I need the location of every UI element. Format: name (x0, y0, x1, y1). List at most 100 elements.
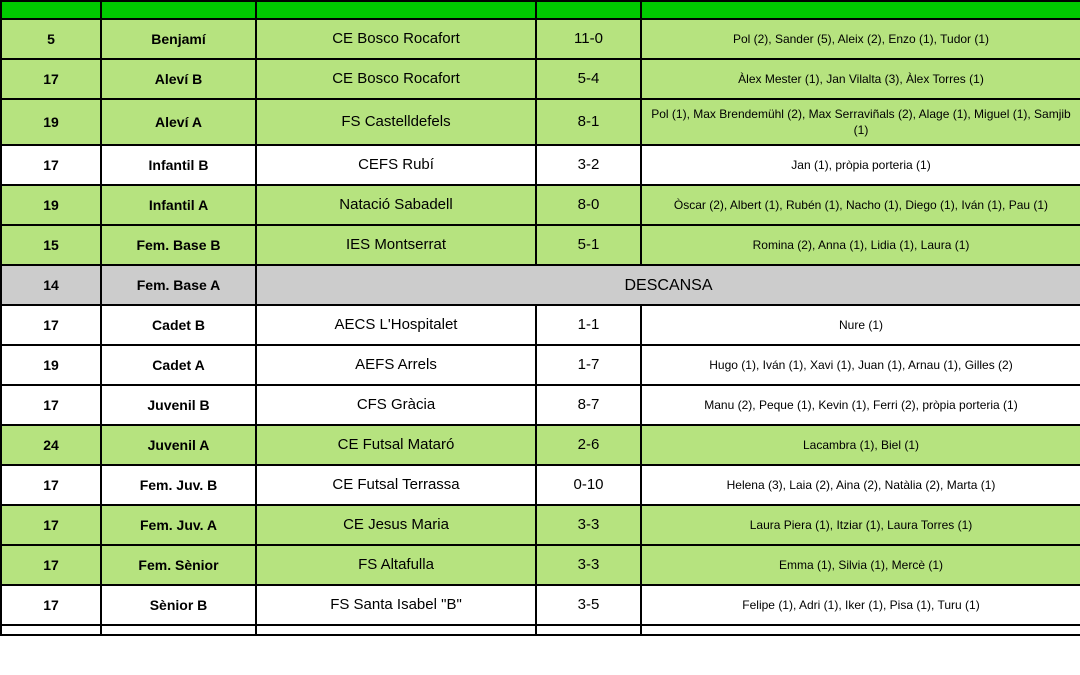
cell-rival: AEFS Arrels (256, 345, 536, 385)
cell-score: 3-3 (536, 505, 641, 545)
cell-num: 24 (1, 425, 101, 465)
cell-num: 19 (1, 185, 101, 225)
cell-num: 17 (1, 305, 101, 345)
cell-rival: CFS Gràcia (256, 385, 536, 425)
cell-num: 17 (1, 145, 101, 185)
cell-gols: Jan (1), pròpia porteria (1) (641, 145, 1080, 185)
cell-score: 5-4 (536, 59, 641, 99)
cell-equip: Fem. Base A (101, 265, 256, 305)
cell-rival: AECS L'Hospitalet (256, 305, 536, 345)
cell-gols: Pol (1), Max Brendemühl (2), Max Serravi… (641, 99, 1080, 145)
cell-gols: Romina (2), Anna (1), Lidia (1), Laura (… (641, 225, 1080, 265)
table-header (1, 1, 1080, 19)
cell-equip: Infantil A (101, 185, 256, 225)
cell-equip: Aleví A (101, 99, 256, 145)
table-row: 17Fem. Juv. BCE Futsal Terrassa0-10Helen… (1, 465, 1080, 505)
cell-num: 17 (1, 385, 101, 425)
table-row: 17Infantil BCEFS Rubí3-2Jan (1), pròpia … (1, 145, 1080, 185)
cell-rival: CEFS Rubí (256, 145, 536, 185)
cell-rival: CE Futsal Terrassa (256, 465, 536, 505)
cell-equip: Fem. Juv. A (101, 505, 256, 545)
cell-equip: Benjamí (101, 19, 256, 59)
cell-gols: Emma (1), Silvia (1), Mercè (1) (641, 545, 1080, 585)
header-col-gols (641, 1, 1080, 19)
table-row: 17Cadet BAECS L'Hospitalet1-1Nure (1) (1, 305, 1080, 345)
cell-score: 3-5 (536, 585, 641, 625)
cell-empty (641, 625, 1080, 635)
header-col-equip (101, 1, 256, 19)
cell-equip: Juvenil B (101, 385, 256, 425)
cell-gols: Lacambra (1), Biel (1) (641, 425, 1080, 465)
cell-empty (256, 625, 536, 635)
cell-num: 14 (1, 265, 101, 305)
cell-num: 15 (1, 225, 101, 265)
cell-score: 8-0 (536, 185, 641, 225)
cell-descansa: DESCANSA (256, 265, 1080, 305)
cell-rival: CE Bosco Rocafort (256, 59, 536, 99)
cell-score: 2-6 (536, 425, 641, 465)
cell-num: 17 (1, 585, 101, 625)
cell-score: 5-1 (536, 225, 641, 265)
cell-num: 17 (1, 505, 101, 545)
cell-rival: CE Bosco Rocafort (256, 19, 536, 59)
cell-score: 1-7 (536, 345, 641, 385)
header-col-num (1, 1, 101, 19)
table-row: 17Juvenil BCFS Gràcia8-7Manu (2), Peque … (1, 385, 1080, 425)
cell-score: 8-7 (536, 385, 641, 425)
cell-equip: Fem. Juv. B (101, 465, 256, 505)
cell-rival: FS Castelldefels (256, 99, 536, 145)
table-body: 5BenjamíCE Bosco Rocafort11-0Pol (2), Sa… (1, 19, 1080, 635)
cell-rival: FS Santa Isabel "B" (256, 585, 536, 625)
cell-empty (1, 625, 101, 635)
cell-rival: CE Futsal Mataró (256, 425, 536, 465)
table-row: 5BenjamíCE Bosco Rocafort11-0Pol (2), Sa… (1, 19, 1080, 59)
cell-gols: Hugo (1), Iván (1), Xavi (1), Juan (1), … (641, 345, 1080, 385)
cell-rival: CE Jesus Maria (256, 505, 536, 545)
cell-num: 19 (1, 99, 101, 145)
table-row: 17Fem. Juv. ACE Jesus Maria3-3Laura Pier… (1, 505, 1080, 545)
cell-gols: Pol (2), Sander (5), Aleix (2), Enzo (1)… (641, 19, 1080, 59)
cell-equip: Infantil B (101, 145, 256, 185)
cell-score: 8-1 (536, 99, 641, 145)
table-row: 17Sènior BFS Santa Isabel "B"3-5Felipe (… (1, 585, 1080, 625)
cell-score: 3-2 (536, 145, 641, 185)
table-row: 19Aleví AFS Castelldefels8-1Pol (1), Max… (1, 99, 1080, 145)
table-row: 19Cadet AAEFS Arrels1-7Hugo (1), Iván (1… (1, 345, 1080, 385)
cell-score: 0-10 (536, 465, 641, 505)
cell-equip: Fem. Sènior (101, 545, 256, 585)
cell-gols: Nure (1) (641, 305, 1080, 345)
cell-equip: Fem. Base B (101, 225, 256, 265)
cell-empty (536, 625, 641, 635)
cell-rival: Natació Sabadell (256, 185, 536, 225)
cell-gols: Àlex Mester (1), Jan Vilalta (3), Àlex T… (641, 59, 1080, 99)
table-row: 24Juvenil ACE Futsal Mataró2-6Lacambra (… (1, 425, 1080, 465)
cell-equip: Juvenil A (101, 425, 256, 465)
cell-gols: Helena (3), Laia (2), Aina (2), Natàlia … (641, 465, 1080, 505)
cell-score: 1-1 (536, 305, 641, 345)
cell-gols: Òscar (2), Albert (1), Rubén (1), Nacho … (641, 185, 1080, 225)
cell-score: 3-3 (536, 545, 641, 585)
cell-equip: Cadet A (101, 345, 256, 385)
header-col-score (536, 1, 641, 19)
table-row: 17Aleví BCE Bosco Rocafort5-4Àlex Mester… (1, 59, 1080, 99)
cell-num: 17 (1, 465, 101, 505)
cell-rival: FS Altafulla (256, 545, 536, 585)
cell-equip: Aleví B (101, 59, 256, 99)
cell-empty (101, 625, 256, 635)
cell-gols: Felipe (1), Adri (1), Iker (1), Pisa (1)… (641, 585, 1080, 625)
cell-num: 17 (1, 59, 101, 99)
cell-num: 19 (1, 345, 101, 385)
cell-gols: Laura Piera (1), Itziar (1), Laura Torre… (641, 505, 1080, 545)
cell-gols: Manu (2), Peque (1), Kevin (1), Ferri (2… (641, 385, 1080, 425)
cell-rival: IES Montserrat (256, 225, 536, 265)
results-table: 5BenjamíCE Bosco Rocafort11-0Pol (2), Sa… (0, 0, 1080, 636)
table-row: 14Fem. Base ADESCANSA (1, 265, 1080, 305)
cell-equip: Cadet B (101, 305, 256, 345)
header-col-rival (256, 1, 536, 19)
cell-num: 17 (1, 545, 101, 585)
table-row: 17Fem. SèniorFS Altafulla3-3Emma (1), Si… (1, 545, 1080, 585)
table-row: 19Infantil ANatació Sabadell8-0Òscar (2)… (1, 185, 1080, 225)
results-table-container: 5BenjamíCE Bosco Rocafort11-0Pol (2), Sa… (0, 0, 1080, 636)
table-row: 15Fem. Base BIES Montserrat5-1Romina (2)… (1, 225, 1080, 265)
cell-num: 5 (1, 19, 101, 59)
